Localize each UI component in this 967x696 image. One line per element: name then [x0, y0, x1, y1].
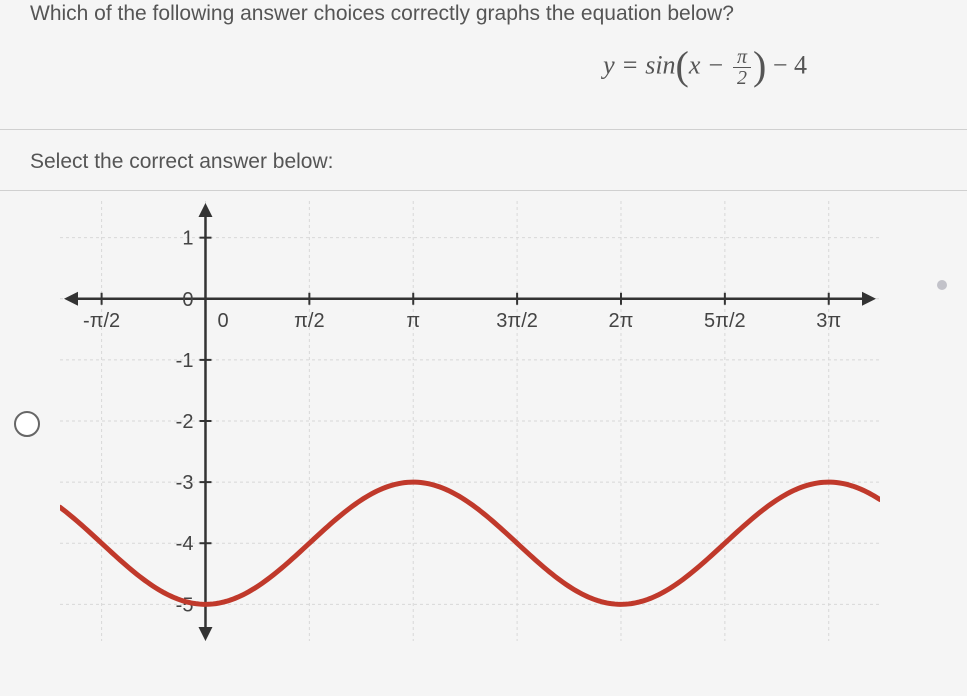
svg-text:-1: -1	[176, 350, 194, 372]
svg-text:π: π	[406, 310, 420, 332]
svg-text:2π: 2π	[609, 310, 634, 332]
svg-text:3π/2: 3π/2	[496, 310, 538, 332]
svg-text:-2: -2	[176, 411, 194, 433]
instruction-text: Select the correct answer below:	[0, 130, 967, 191]
svg-text:3π: 3π	[816, 310, 841, 332]
question-prompt: Which of the following answer choices co…	[30, 0, 937, 44]
svg-text:1: 1	[182, 228, 193, 250]
answer-option[interactable]: -π/20π/2π3π/22π5π/23π10-1-2-3-4-5	[0, 191, 967, 651]
svg-text:π/2: π/2	[294, 310, 324, 332]
svg-text:-3: -3	[176, 472, 194, 494]
svg-text:0: 0	[217, 310, 228, 332]
radio-button[interactable]	[14, 411, 40, 437]
svg-text:5π/2: 5π/2	[704, 310, 746, 332]
equation: y = sin(x − π2) − 4	[30, 44, 937, 109]
graph-plot: -π/20π/2π3π/22π5π/23π10-1-2-3-4-5	[60, 201, 880, 641]
decorative-dot	[937, 280, 947, 290]
svg-text:-π/2: -π/2	[83, 310, 120, 332]
svg-text:0: 0	[182, 289, 193, 311]
svg-text:-4: -4	[176, 533, 194, 555]
